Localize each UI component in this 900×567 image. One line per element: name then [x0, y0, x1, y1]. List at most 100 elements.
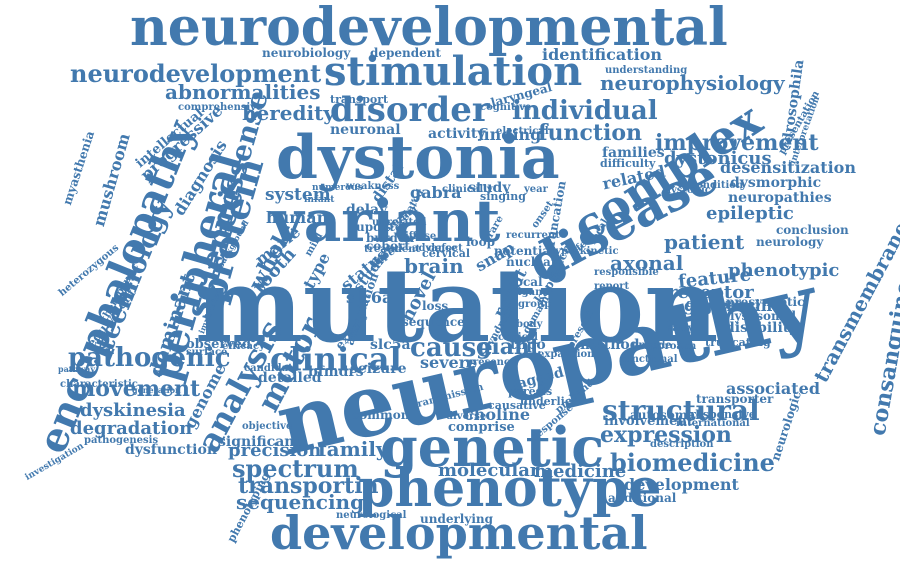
cloud-word: conclusion: [776, 223, 849, 237]
cloud-word: year: [524, 184, 548, 195]
cloud-word: advance: [412, 243, 458, 254]
cloud-word: transportin: [238, 473, 379, 499]
cloud-word: genotype: [686, 297, 743, 310]
cloud-word: degradation: [70, 418, 193, 439]
cloud-word: mutation: [195, 246, 719, 366]
cloud-word: study: [468, 180, 511, 196]
cloud-word: stimulation: [324, 48, 583, 95]
cloud-word: underlie: [520, 395, 572, 408]
cloud-word: neurology: [756, 235, 824, 249]
cloud-word: hyperkinetic: [548, 246, 619, 257]
cloud-word: transport: [330, 93, 389, 106]
cloud-word: receptor: [668, 282, 754, 303]
cloud-word: method: [580, 337, 640, 353]
cloud-word: variant: [270, 187, 501, 255]
cloud-word: autosomal: [630, 408, 700, 422]
cloud-word: critical: [498, 332, 538, 343]
cloud-word: defect: [428, 243, 463, 254]
cloud-word: presynaptic: [726, 295, 805, 309]
cloud-word: heredity: [242, 101, 335, 125]
cloud-word: neuronal: [330, 122, 401, 138]
cloud-word: understanding: [605, 65, 688, 76]
cloud-word: numerous: [312, 183, 363, 193]
cloud-word: significant: [218, 434, 301, 450]
cloud-word: neurophysiology: [600, 71, 785, 95]
cloud-word: phenotype: [358, 458, 662, 519]
cloud-word: observed: [186, 337, 252, 352]
cloud-word: severe: [420, 353, 478, 372]
cloud-word: seizure: [350, 361, 407, 377]
cloud-word: characteristic: [60, 379, 138, 390]
cloud-word: identification: [542, 45, 663, 64]
cloud-word: electrical: [496, 126, 549, 137]
cloud-word: burden: [366, 231, 415, 245]
cloud-word: weakness: [346, 181, 400, 192]
cloud-word: candidate: [244, 363, 300, 374]
cloud-word: sequence: [402, 315, 465, 329]
cloud-word: approach: [644, 341, 697, 352]
cloud-word: associated: [726, 379, 820, 398]
cloud-word: structural: [602, 394, 760, 427]
cloud-word: report: [594, 281, 630, 292]
cloud-word: nuclear: [506, 255, 558, 269]
cloud-word: common: [352, 408, 410, 422]
cloud-word: truncating: [705, 336, 771, 349]
cloud-word: brain: [404, 254, 464, 278]
cloud-word: clinically: [442, 184, 493, 195]
cloud-word: diverse: [446, 411, 487, 422]
cloud-word: gabra: [410, 183, 462, 202]
cloud-word: infant: [304, 195, 335, 205]
cloud-word: efficacy: [222, 341, 265, 352]
cloud-word: dysmorphic: [730, 175, 822, 191]
cloud-word: dystonic: [664, 185, 711, 196]
cloud-word: axonal: [610, 251, 684, 275]
cloud-word: recurrent: [506, 230, 560, 241]
cloud-word: causative: [488, 399, 546, 412]
cloud-word: cervical: [422, 247, 471, 260]
cloud-word: phenotypic: [728, 260, 840, 281]
cloud-word: treatment: [364, 244, 421, 255]
cloud-word: medicine: [534, 461, 627, 482]
cloud-word: finding: [478, 125, 542, 144]
cloud-word: detailed: [258, 370, 322, 386]
cloud-word: neurologic: [768, 389, 804, 463]
cloud-word: movement: [72, 376, 201, 402]
cloud-word: transporter: [696, 392, 774, 406]
cloud-word: desensitization: [720, 158, 856, 177]
cloud-word: giant: [476, 334, 541, 360]
cloud-word: gigaxonin: [684, 296, 773, 315]
cloud-word: expression: [600, 422, 732, 448]
cloud-word: family: [318, 437, 388, 461]
cloud-word: dysfunction: [125, 442, 218, 458]
cloud-word: pathogenic: [68, 343, 231, 373]
cloud-word: precision: [228, 440, 322, 461]
cloud-word: sequencing: [236, 490, 365, 514]
cloud-word: individual: [512, 96, 658, 126]
cloud-word: underlying: [420, 512, 494, 526]
cloud-word: neuropathies: [728, 190, 832, 206]
cloud-word: unrelated: [372, 217, 427, 228]
cloud-word: description: [650, 439, 714, 450]
cloud-word: expansion: [538, 349, 595, 360]
cloud-word: dyskinesia: [80, 400, 186, 421]
cloud-word: cohort: [366, 239, 410, 253]
cloud-word: dystonicus: [664, 148, 772, 169]
cloud-word: diffuse: [398, 231, 437, 242]
cloud-word: improvement: [655, 130, 819, 156]
cloud-word: activity: [428, 126, 486, 142]
cloud-word: loss: [422, 299, 449, 313]
cloud-word: potential: [494, 244, 555, 258]
cloud-word: paresis: [508, 385, 553, 398]
cloud-word: generation: [132, 385, 181, 395]
cloud-word: human: [266, 208, 329, 227]
cloud-word: singing: [480, 190, 526, 203]
cloud-word: development: [624, 475, 739, 494]
cloud-word: disorder: [330, 90, 490, 130]
cloud-word: objective: [242, 421, 293, 432]
cloud-word: loop: [466, 235, 495, 249]
cloud-word: vocal: [508, 275, 543, 289]
cloud-word: slc5a: [370, 337, 411, 353]
cloud-word: functional: [620, 354, 678, 365]
cloud-word: responsive: [690, 408, 756, 421]
cloud-word: pathway: [58, 364, 96, 374]
